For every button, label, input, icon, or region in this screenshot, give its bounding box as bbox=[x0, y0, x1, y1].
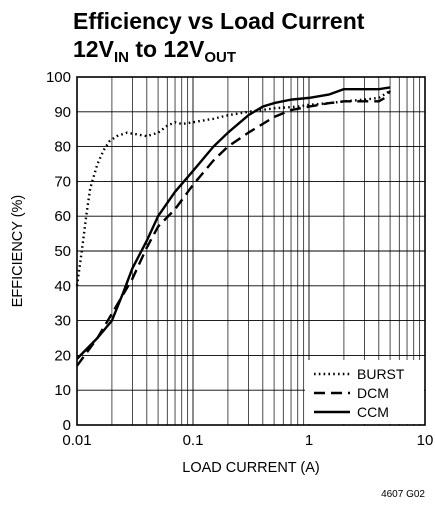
x-tick-label: 0.01 bbox=[62, 432, 91, 449]
x-tick-labels: 0.01 0.1 1 10 bbox=[62, 432, 433, 449]
y-tick-label: 70 bbox=[54, 173, 71, 190]
x-axis-label: LOAD CURRENT (A) bbox=[182, 460, 320, 476]
chart-title-line2: 12VIN to 12VOUT bbox=[73, 36, 236, 66]
y-tick-labels: 0 10 20 30 40 50 60 70 80 90 100 bbox=[46, 69, 71, 434]
y-axis-label: EFFICIENCY (%) bbox=[10, 195, 26, 308]
x-tick-label: 0.1 bbox=[183, 432, 204, 449]
series-line-dcm bbox=[76, 90, 392, 367]
legend: BURST DCM CCM bbox=[305, 360, 424, 424]
y-tick-label: 30 bbox=[54, 313, 71, 330]
y-tick-label: 0 bbox=[63, 417, 71, 434]
x-tick-label: 1 bbox=[305, 432, 313, 449]
y-tick-label: 20 bbox=[54, 347, 71, 364]
y-tick-label: 100 bbox=[46, 69, 71, 86]
chart-title-line1: Efficiency vs Load Current bbox=[73, 8, 365, 34]
legend-label-ccm: CCM bbox=[357, 404, 389, 420]
series-lines bbox=[75, 86, 392, 367]
legend-label-burst: BURST bbox=[357, 366, 405, 382]
y-tick-label: 50 bbox=[54, 243, 71, 260]
y-tick-label: 90 bbox=[54, 104, 71, 121]
legend-label-dcm: DCM bbox=[357, 385, 389, 401]
series-line-burst bbox=[75, 89, 391, 286]
x-tick-label: 10 bbox=[417, 432, 434, 449]
series-line-ccm bbox=[76, 86, 391, 360]
y-tick-label: 60 bbox=[54, 208, 71, 225]
y-tick-label: 80 bbox=[54, 139, 71, 156]
y-tick-label: 40 bbox=[54, 278, 71, 295]
plot-frame bbox=[76, 76, 426, 426]
figure-code: 4607 G02 bbox=[381, 489, 425, 500]
y-tick-label: 10 bbox=[54, 382, 71, 399]
